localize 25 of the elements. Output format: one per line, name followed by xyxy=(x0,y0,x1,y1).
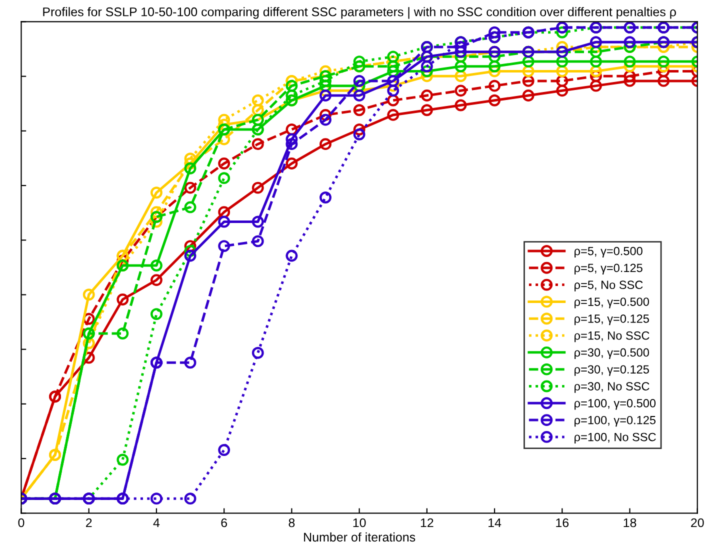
legend-label: ρ=100, γ=0.500 xyxy=(574,399,656,410)
x-tick-label: 12 xyxy=(420,518,434,528)
legend-label: ρ=15, No SSC xyxy=(574,331,650,342)
x-axis-title: Number of iterations xyxy=(304,532,416,542)
x-tick-label: 20 xyxy=(691,518,704,528)
legend-label: ρ=15, γ=0.500 xyxy=(574,298,649,308)
legend-label: ρ=30, γ=0.125 xyxy=(574,365,649,376)
x-tick-label: 2 xyxy=(86,518,92,528)
x-tick-label: 6 xyxy=(221,518,228,528)
x-tick-label: 10 xyxy=(353,518,366,528)
x-tick-label: 0 xyxy=(18,518,24,528)
legend-label: ρ=30, γ=0.500 xyxy=(574,348,649,359)
x-tick-label: 14 xyxy=(488,518,502,528)
legend-label: ρ=15, γ=0.125 xyxy=(574,314,649,326)
legend-label: ρ=100, γ=0.125 xyxy=(574,416,656,427)
x-tick-label: 4 xyxy=(153,518,160,528)
legend-label: ρ=5, No SSC xyxy=(574,280,643,292)
x-tick-label: 18 xyxy=(624,518,636,528)
legend-label: ρ=100, No SSC xyxy=(574,432,656,444)
chart-title: Profiles for SSLP 10-50-100 comparing different SSC parameters | with no SSC condition over different penalties ρ xyxy=(43,7,676,19)
legend-label: ρ=5, γ=0.125 xyxy=(574,264,642,274)
x-tick-label: 8 xyxy=(288,518,295,528)
legend-label: ρ=30, No SSC xyxy=(574,382,650,393)
legend-label: ρ=5, γ=0.500 xyxy=(574,246,642,258)
x-tick-label: 16 xyxy=(556,518,569,528)
